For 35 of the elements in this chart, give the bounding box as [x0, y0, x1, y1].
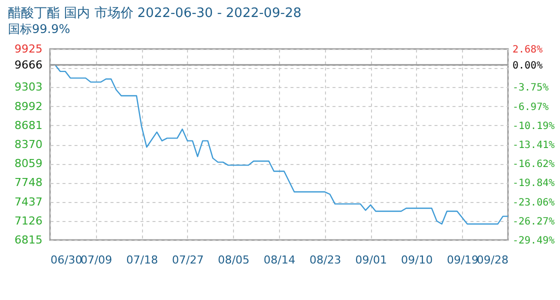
y-tick-label: 8370: [14, 138, 42, 151]
y2-tick-label: -16.62%: [512, 159, 555, 170]
x-tick-label: 07/18: [126, 254, 158, 266]
y-tick-label: 8059: [14, 157, 42, 170]
y-tick-label: 9303: [14, 80, 42, 94]
y2-tick-label: -10.19%: [512, 120, 555, 132]
y2-tick-label: 2.68%: [512, 44, 543, 56]
y2-tick-label: -13.41%: [512, 140, 555, 152]
chart-subtitle: 国标99.9%: [8, 22, 70, 36]
y2-tick-label: 0.00%: [512, 60, 543, 72]
x-tick-label: 09/01: [355, 254, 387, 266]
y-tick-label: 6815: [14, 234, 42, 246]
x-tick-label: 09/19: [446, 254, 479, 266]
x-tick-label: 07/09: [80, 254, 112, 266]
y2-tick-label: -29.49%: [512, 236, 555, 246]
y2-tick-label: -23.06%: [512, 197, 555, 208]
y-tick-label: 7126: [14, 214, 42, 228]
x-tick-label: 07/27: [172, 254, 204, 266]
y2-tick-label: -6.97%: [512, 102, 549, 113]
chart-title: 醋酸丁酯 国内 市场价 2022-06-30 - 2022-09-28: [8, 6, 302, 21]
y2-tick-label: -26.27%: [512, 216, 555, 228]
x-tick-label: 08/23: [309, 254, 342, 266]
x-tick-label: 06/30: [50, 254, 82, 266]
x-tick-label: 08/14: [264, 254, 296, 266]
x-tick-label: 08/05: [218, 254, 250, 266]
y-tick-label: 9666: [14, 58, 42, 72]
x-tick-label: 09/28: [476, 254, 508, 266]
y2-tick-label: -19.84%: [512, 178, 555, 190]
y-tick-label: 7437: [14, 195, 42, 208]
y2-tick-label: -3.75%: [512, 82, 549, 94]
y-tick-label: 7748: [14, 176, 42, 190]
x-tick-label: 09/10: [401, 254, 433, 266]
y-tick-label: 8992: [14, 100, 42, 113]
y-tick-label: 9925: [14, 42, 42, 56]
y-tick-label: 8681: [14, 118, 42, 132]
